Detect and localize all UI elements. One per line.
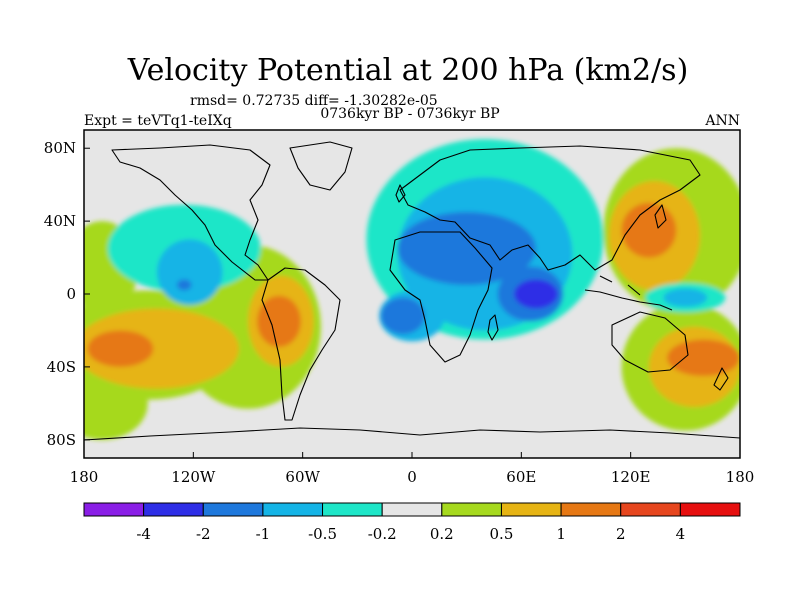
latitude-axis: 80N 40N 0 40S 80S [44,139,90,449]
contour-region-20 [663,288,708,307]
y-tick-label-2: 0 [66,285,76,303]
contour-region-24 [176,279,192,291]
colorbar-label-4: -0.2 [368,525,397,543]
contour-field [84,139,740,440]
indonesia-coastline [584,275,673,311]
colorbar-swatch-7 [500,502,562,517]
contour-region-12 [621,202,677,258]
contour-region-23 [381,297,425,335]
colorbar-label-5: 0.2 [430,525,454,543]
antarctica-coastline [84,427,740,441]
rmsd-diff-line: rmsd= 0.72735 diff= -1.30282e-05 [190,93,438,109]
x-tick-label-0: 180 [70,468,99,486]
colorbar-label-1: -2 [196,525,211,543]
period-label: 0736kyr BP - 0736kyr BP [320,106,499,122]
south-america-coastline [261,267,341,421]
eurasia-coastline [399,145,701,271]
x-tick-label-1: 120W [171,468,216,486]
x-tick-label-4: 60E [506,468,536,486]
y-tick-label-4: 80S [47,431,76,449]
colorbar-swatch-10 [679,502,741,517]
australia-coastline [611,311,689,373]
season-label: ANN [704,113,740,129]
colorbar-label-0: -4 [136,525,151,543]
colorbar-swatch-2 [202,502,264,517]
y-tick-label-1: 40N [44,212,76,230]
contour-region-6 [84,308,239,389]
x-tick-label-3: 0 [407,468,417,486]
chart-title: Velocity Potential at 200 hPa (km2/s) [127,53,689,88]
colorbar-label-9: 4 [676,525,686,543]
colorbar-label-7: 1 [556,525,566,543]
africa-coastline [389,231,493,363]
y-tick-label-3: 40S [47,358,76,376]
colorbar-swatch-8 [560,502,622,517]
japan-coastline [654,204,667,229]
colorbar-swatch-3 [262,502,324,517]
north-america-coastline [111,144,271,281]
uk-coastline [395,184,406,203]
colorbar-swatch-5 [381,502,443,517]
colorbar-label-6: 0.5 [490,525,514,543]
coastlines [84,141,740,441]
x-tick-label-2: 60W [285,468,320,486]
contour-region-25 [514,279,558,309]
madagascar-coastline [487,314,499,341]
colorbar-swatch-9 [620,502,681,517]
greenland-coastline [289,141,353,191]
colorbar-label-3: -0.5 [308,525,337,543]
map-panel [83,129,741,459]
contour-region-10 [87,330,154,367]
contour-region-21 [397,212,536,285]
x-tick-label-6: 180 [726,468,755,486]
colorbar-label-8: 2 [616,525,626,543]
contour-region-18 [156,239,223,305]
x-tick-label-5: 120E [611,468,651,486]
experiment-label: Expt = teVTq1-teIXq [84,113,232,129]
colorbar-swatch-0 [83,502,145,517]
longitude-axis: 180 120W 60W 0 60E 120E 180 [70,452,755,486]
new-zealand-coastline [713,367,729,391]
colorbar-swatch-1 [143,502,204,517]
colorbar-swatch-6 [441,502,502,517]
colorbar: -4 -2 -1 -0.5 -0.2 0.2 0.5 1 2 4 [83,502,741,543]
contour-region-11 [257,295,301,347]
colorbar-label-2: -1 [256,525,271,543]
contour-region-13 [667,339,740,376]
colorbar-swatch-4 [322,502,383,517]
y-tick-label-0: 80N [44,139,76,157]
